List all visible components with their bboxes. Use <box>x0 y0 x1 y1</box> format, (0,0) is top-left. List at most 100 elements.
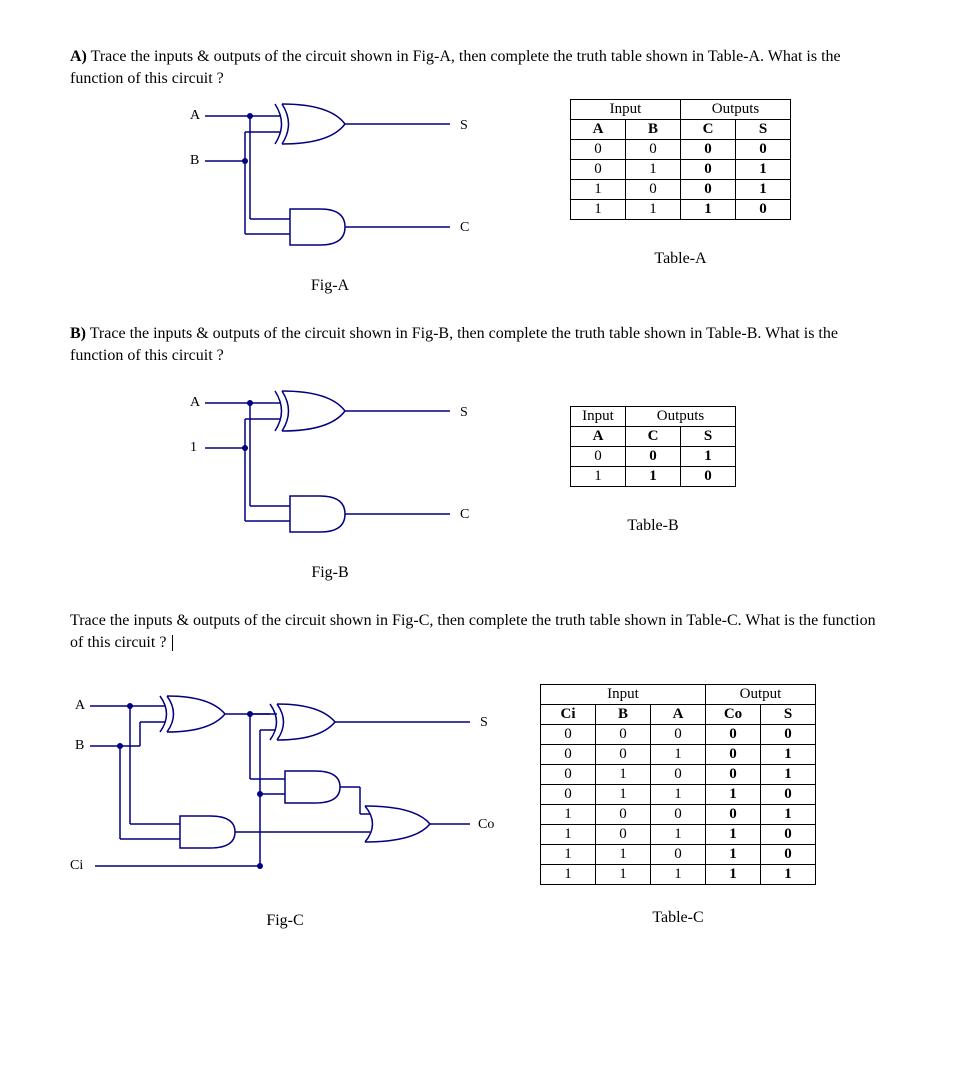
table-cell: 0 <box>541 744 596 764</box>
svg-text:Co: Co <box>478 817 494 832</box>
table-cell: 1 <box>761 764 816 784</box>
table-cell: 0 <box>706 724 761 744</box>
table-cell: 1 <box>736 180 791 200</box>
table-cell: 1 <box>706 784 761 804</box>
table-cell: 0 <box>596 804 651 824</box>
question-b-text: Trace the inputs & outputs of the circui… <box>70 325 838 364</box>
table-cell: 1 <box>651 784 706 804</box>
table-cell: 1 <box>541 804 596 824</box>
table-cell: 0 <box>681 467 736 487</box>
table-column-header: S <box>681 427 736 447</box>
table-column-header: C <box>681 120 736 140</box>
fig-c-block: A B Ci <box>70 684 500 930</box>
table-cell: 1 <box>596 764 651 784</box>
table-cell: 0 <box>571 160 626 180</box>
table-cell: 0 <box>571 447 626 467</box>
table-cell: 0 <box>736 140 791 160</box>
fig-b-svg: A 1 S C <box>170 386 490 556</box>
text-cursor <box>172 635 173 651</box>
table-cell: 0 <box>681 160 736 180</box>
table-cell: 0 <box>596 744 651 764</box>
row-a: A B S <box>170 99 892 295</box>
table-cell: 1 <box>706 824 761 844</box>
table-cell: 0 <box>651 724 706 744</box>
table-cell: 1 <box>736 160 791 180</box>
fig-c-caption: Fig-C <box>266 912 303 930</box>
table-cell: 0 <box>706 744 761 764</box>
table-group-header: Outputs <box>681 100 791 120</box>
svg-text:S: S <box>460 118 468 133</box>
table-cell: 0 <box>541 764 596 784</box>
table-cell: 0 <box>761 844 816 864</box>
table-a: InputOutputsABCS0000010110011110 <box>570 99 791 220</box>
table-cell: 1 <box>626 467 681 487</box>
table-b-caption: Table-B <box>627 517 678 535</box>
table-column-header: B <box>596 704 651 724</box>
table-cell: 0 <box>571 140 626 160</box>
table-row: 00000 <box>541 724 816 744</box>
table-cell: 1 <box>706 844 761 864</box>
svg-text:S: S <box>480 715 488 730</box>
table-cell: 0 <box>681 180 736 200</box>
question-c-text: Trace the inputs & outputs of the circui… <box>70 612 876 651</box>
table-row: 00101 <box>541 744 816 764</box>
table-cell: 1 <box>541 844 596 864</box>
table-cell: 1 <box>761 804 816 824</box>
table-cell: 1 <box>651 864 706 884</box>
table-cell: 1 <box>541 824 596 844</box>
table-cell: 0 <box>681 140 736 160</box>
svg-text:B: B <box>190 153 199 168</box>
section-b: B) Trace the inputs & outputs of the cir… <box>70 323 892 582</box>
table-row: 110 <box>571 467 736 487</box>
svg-text:C: C <box>460 220 469 235</box>
table-group-header: Outputs <box>626 407 736 427</box>
row-b: A 1 S C Fig-B <box>170 386 892 582</box>
fig-c-svg: A B Ci <box>70 684 500 904</box>
table-cell: 0 <box>651 764 706 784</box>
table-cell: 0 <box>651 844 706 864</box>
svg-text:1: 1 <box>190 440 197 455</box>
table-row: 1110 <box>571 200 791 220</box>
svg-text:Ci: Ci <box>70 858 83 873</box>
table-cell: 1 <box>706 864 761 884</box>
fig-a-svg: A B S <box>170 99 490 269</box>
table-column-header: S <box>761 704 816 724</box>
table-cell: 1 <box>761 864 816 884</box>
table-column-header: Co <box>706 704 761 724</box>
question-a: A) Trace the inputs & outputs of the cir… <box>70 46 892 89</box>
table-row: 11111 <box>541 864 816 884</box>
table-cell: 0 <box>596 824 651 844</box>
table-group-header: Input <box>571 100 681 120</box>
table-cell: 0 <box>626 447 681 467</box>
table-cell: 0 <box>626 140 681 160</box>
table-cell: 1 <box>626 160 681 180</box>
table-cell: 1 <box>596 864 651 884</box>
table-group-header: Output <box>706 684 816 704</box>
question-b: B) Trace the inputs & outputs of the cir… <box>70 323 892 366</box>
table-row: 1001 <box>571 180 791 200</box>
table-c-caption: Table-C <box>652 909 703 927</box>
table-column-header: C <box>626 427 681 447</box>
table-cell: 1 <box>596 784 651 804</box>
table-cell: 1 <box>571 467 626 487</box>
row-c: A B Ci <box>70 684 892 930</box>
svg-text:A: A <box>190 395 201 410</box>
table-cell: 0 <box>761 784 816 804</box>
table-cell: 0 <box>761 824 816 844</box>
table-row: 0000 <box>571 140 791 160</box>
table-cell: 1 <box>571 180 626 200</box>
table-row: 11010 <box>541 844 816 864</box>
table-cell: 1 <box>651 824 706 844</box>
table-row: 01001 <box>541 764 816 784</box>
table-b-block: InputOutputsACS001110 Table-B <box>570 406 736 535</box>
table-group-header: Input <box>571 407 626 427</box>
table-cell: 0 <box>706 804 761 824</box>
table-a-block: InputOutputsABCS0000010110011110 Table-A <box>570 99 791 268</box>
svg-text:B: B <box>75 738 84 753</box>
question-a-text: Trace the inputs & outputs of the circui… <box>70 48 841 87</box>
table-cell: 0 <box>626 180 681 200</box>
fig-b-caption: Fig-B <box>311 564 348 582</box>
section-a: A) Trace the inputs & outputs of the cir… <box>70 46 892 295</box>
table-row: 001 <box>571 447 736 467</box>
table-column-header: Ci <box>541 704 596 724</box>
